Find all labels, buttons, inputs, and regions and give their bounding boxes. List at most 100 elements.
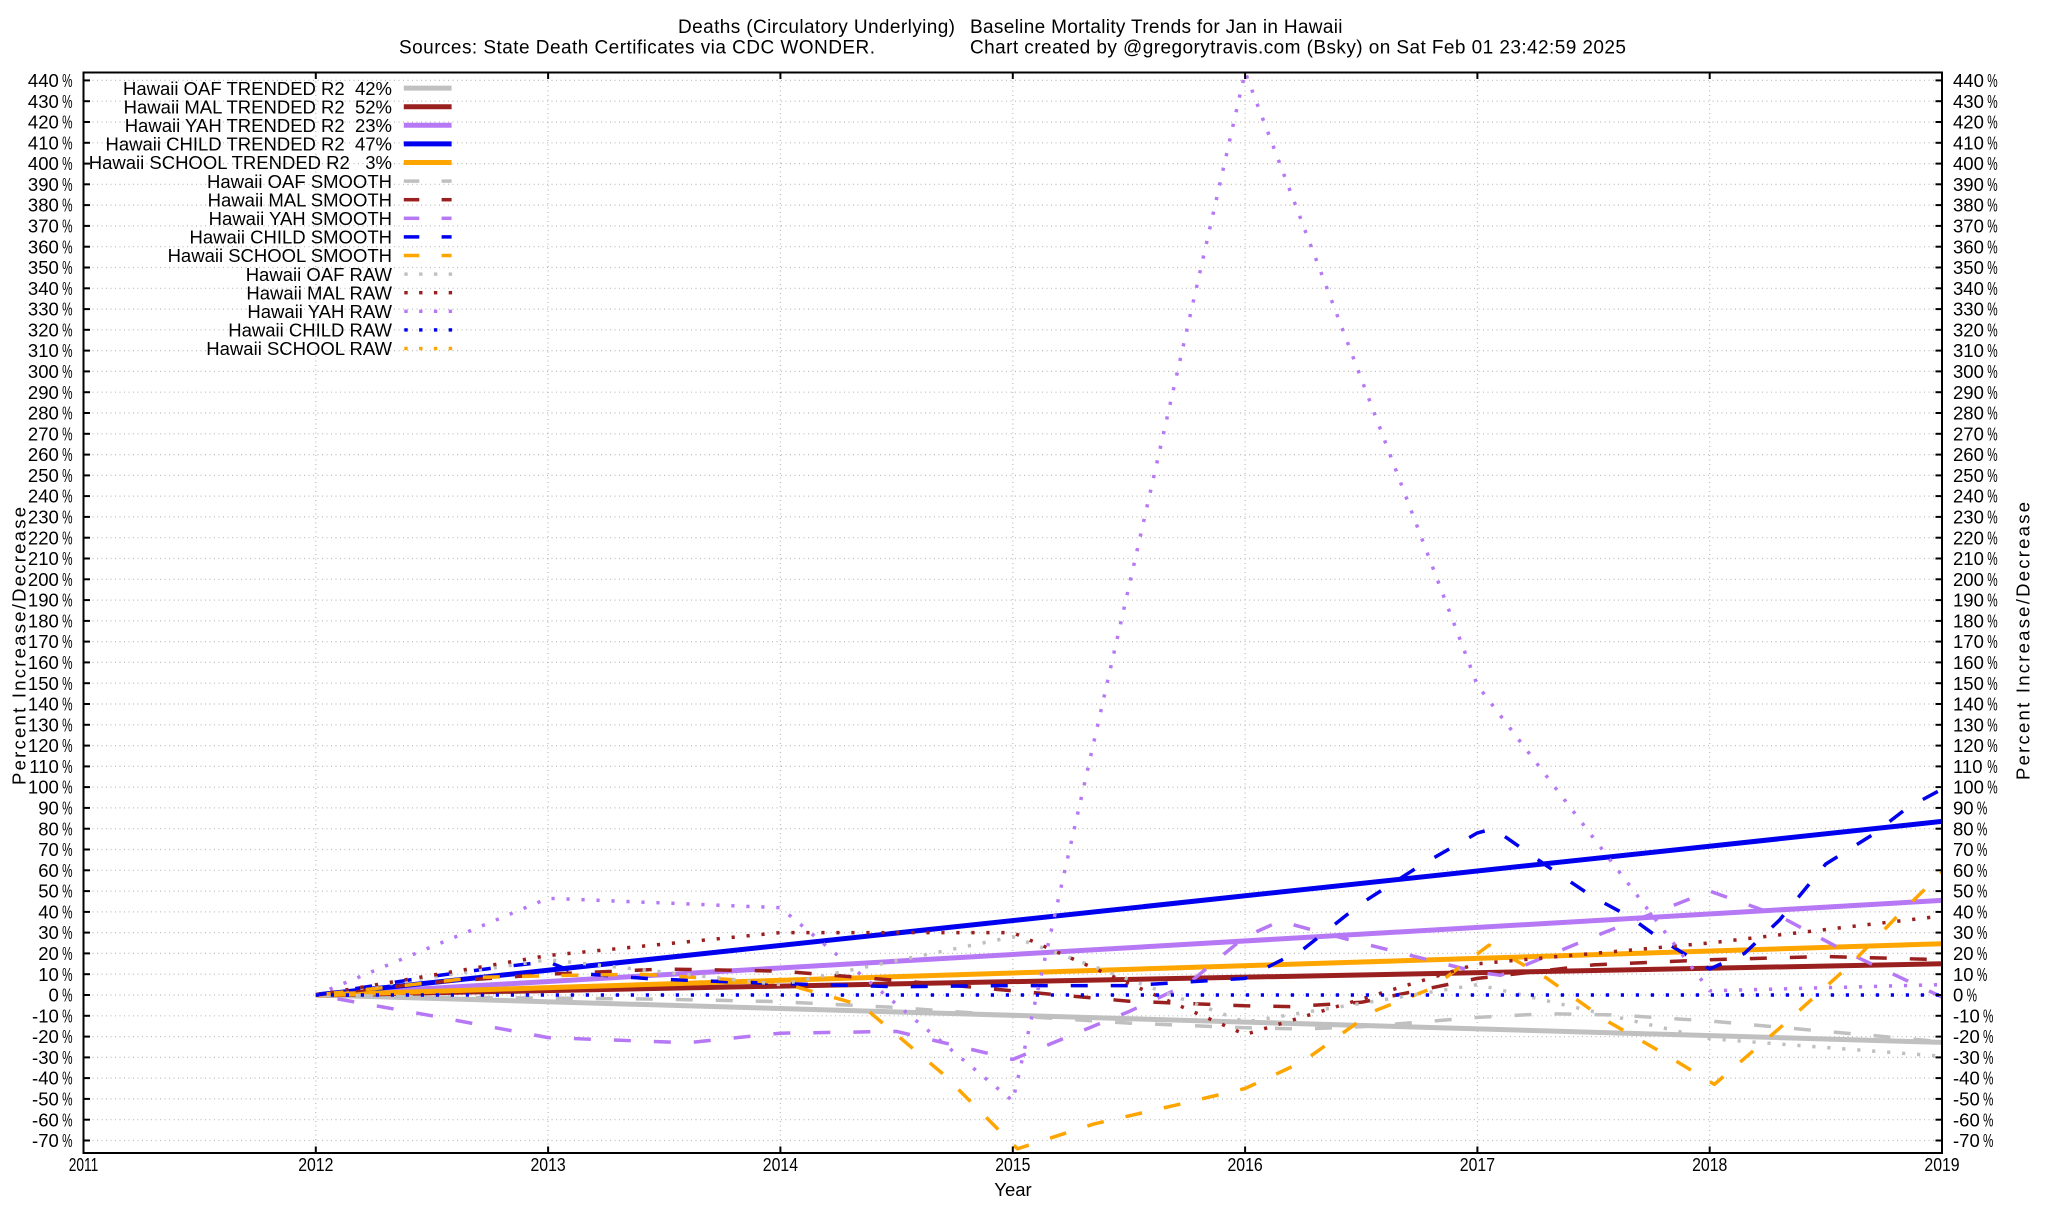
svg-text:390: 390 [1953,174,1984,195]
svg-text:240: 240 [1953,486,1984,507]
svg-text:%: % [62,860,72,881]
svg-text:%: % [62,1109,72,1130]
svg-text:%: % [62,611,72,632]
svg-text:Hawaii MAL SMOOTH: Hawaii MAL SMOOTH [208,189,392,210]
svg-text:%: % [1987,340,1997,361]
svg-text:2013: 2013 [531,1154,566,1175]
svg-text:%: % [62,1026,72,1047]
svg-text:%: % [62,902,72,923]
svg-text:250: 250 [28,465,59,486]
svg-text:430: 430 [28,91,59,112]
svg-text:%: % [1977,881,1987,902]
svg-text:-30: -30 [1953,1047,1980,1068]
svg-text:210: 210 [28,548,59,569]
svg-text:300: 300 [28,361,59,382]
svg-text:%: % [1983,1089,1993,1110]
svg-text:20: 20 [1953,943,1974,964]
svg-text:%: % [1987,299,1997,320]
svg-text:60: 60 [38,860,59,881]
svg-text:100: 100 [28,777,59,798]
svg-text:40: 40 [1953,902,1974,923]
svg-text:290: 290 [1953,382,1984,403]
svg-text:%: % [62,673,72,694]
svg-text:180: 180 [1953,611,1984,632]
svg-text:%: % [62,278,72,299]
svg-text:%: % [1977,818,1987,839]
svg-text:%: % [62,818,72,839]
svg-text:370: 370 [28,216,59,237]
svg-text:20: 20 [38,943,59,964]
svg-text:Deaths (Circulatory Underlying: Deaths (Circulatory Underlying) [678,17,955,38]
svg-text:420: 420 [1953,112,1984,133]
svg-text:160: 160 [28,652,59,673]
svg-text:%: % [62,236,72,257]
svg-text:190: 190 [28,590,59,611]
svg-text:440: 440 [1953,70,1984,91]
svg-text:%: % [1987,423,1997,444]
svg-text:%: % [62,1089,72,1110]
svg-text:70: 70 [1953,839,1974,860]
svg-text:330: 330 [1953,299,1984,320]
svg-text:%: % [62,319,72,340]
svg-text:%: % [62,507,72,528]
svg-text:70: 70 [38,839,59,860]
svg-text:340: 340 [1953,278,1984,299]
svg-text:400: 400 [28,153,59,174]
svg-text:%: % [62,465,72,486]
svg-text:-50: -50 [1953,1089,1980,1110]
svg-text:-70: -70 [1953,1130,1980,1151]
svg-text:90: 90 [1953,798,1974,819]
svg-text:%: % [1983,1130,1993,1151]
svg-text:%: % [1987,486,1997,507]
svg-text:%: % [62,257,72,278]
svg-text:-40: -40 [32,1068,59,1089]
svg-text:%: % [1977,902,1987,923]
svg-text:%: % [1987,507,1997,528]
svg-text:100: 100 [1953,777,1984,798]
svg-text:%: % [1977,798,1987,819]
svg-text:%: % [62,153,72,174]
svg-text:%: % [1987,611,1997,632]
svg-text:-20: -20 [32,1026,59,1047]
svg-text:2012: 2012 [298,1154,333,1175]
svg-text:150: 150 [1953,673,1984,694]
svg-text:%: % [1987,132,1997,153]
svg-text:Hawaii SCHOOL SMOOTH: Hawaii SCHOOL SMOOTH [168,245,392,266]
svg-text:360: 360 [1953,236,1984,257]
svg-text:250: 250 [1953,465,1984,486]
svg-text:%: % [1983,1109,1993,1130]
svg-text:230: 230 [1953,507,1984,528]
svg-text:%: % [62,964,72,985]
svg-text:370: 370 [1953,216,1984,237]
svg-text:310: 310 [28,340,59,361]
svg-text:-10: -10 [32,1005,59,1026]
svg-text:%: % [62,777,72,798]
svg-text:%: % [62,943,72,964]
svg-text:2011: 2011 [69,1154,99,1175]
svg-text:%: % [62,798,72,819]
svg-text:%: % [1987,694,1997,715]
svg-text:50: 50 [1953,881,1974,902]
svg-text:-10: -10 [1953,1005,1980,1026]
svg-text:Hawaii SCHOOL RAW: Hawaii SCHOOL RAW [206,338,392,359]
svg-text:%: % [1987,153,1997,174]
svg-text:%: % [62,423,72,444]
svg-text:-70: -70 [32,1130,59,1151]
svg-text:%: % [1987,714,1997,735]
svg-text:Baseline Mortality Trends for: Baseline Mortality Trends for Jan in Haw… [970,17,1343,38]
svg-text:%: % [62,1047,72,1068]
svg-text:%: % [62,1005,72,1026]
svg-text:Percent Increase/Decrease: Percent Increase/Decrease [8,507,29,785]
svg-text:%: % [1987,195,1997,216]
svg-text:%: % [1987,236,1997,257]
svg-text:400: 400 [1953,153,1984,174]
svg-text:260: 260 [1953,444,1984,465]
svg-text:80: 80 [38,818,59,839]
svg-text:%: % [1987,174,1997,195]
svg-text:%: % [62,299,72,320]
svg-text:%: % [1977,922,1987,943]
svg-text:%: % [62,756,72,777]
svg-text:140: 140 [28,694,59,715]
svg-text:%: % [1987,673,1997,694]
svg-text:%: % [62,361,72,382]
